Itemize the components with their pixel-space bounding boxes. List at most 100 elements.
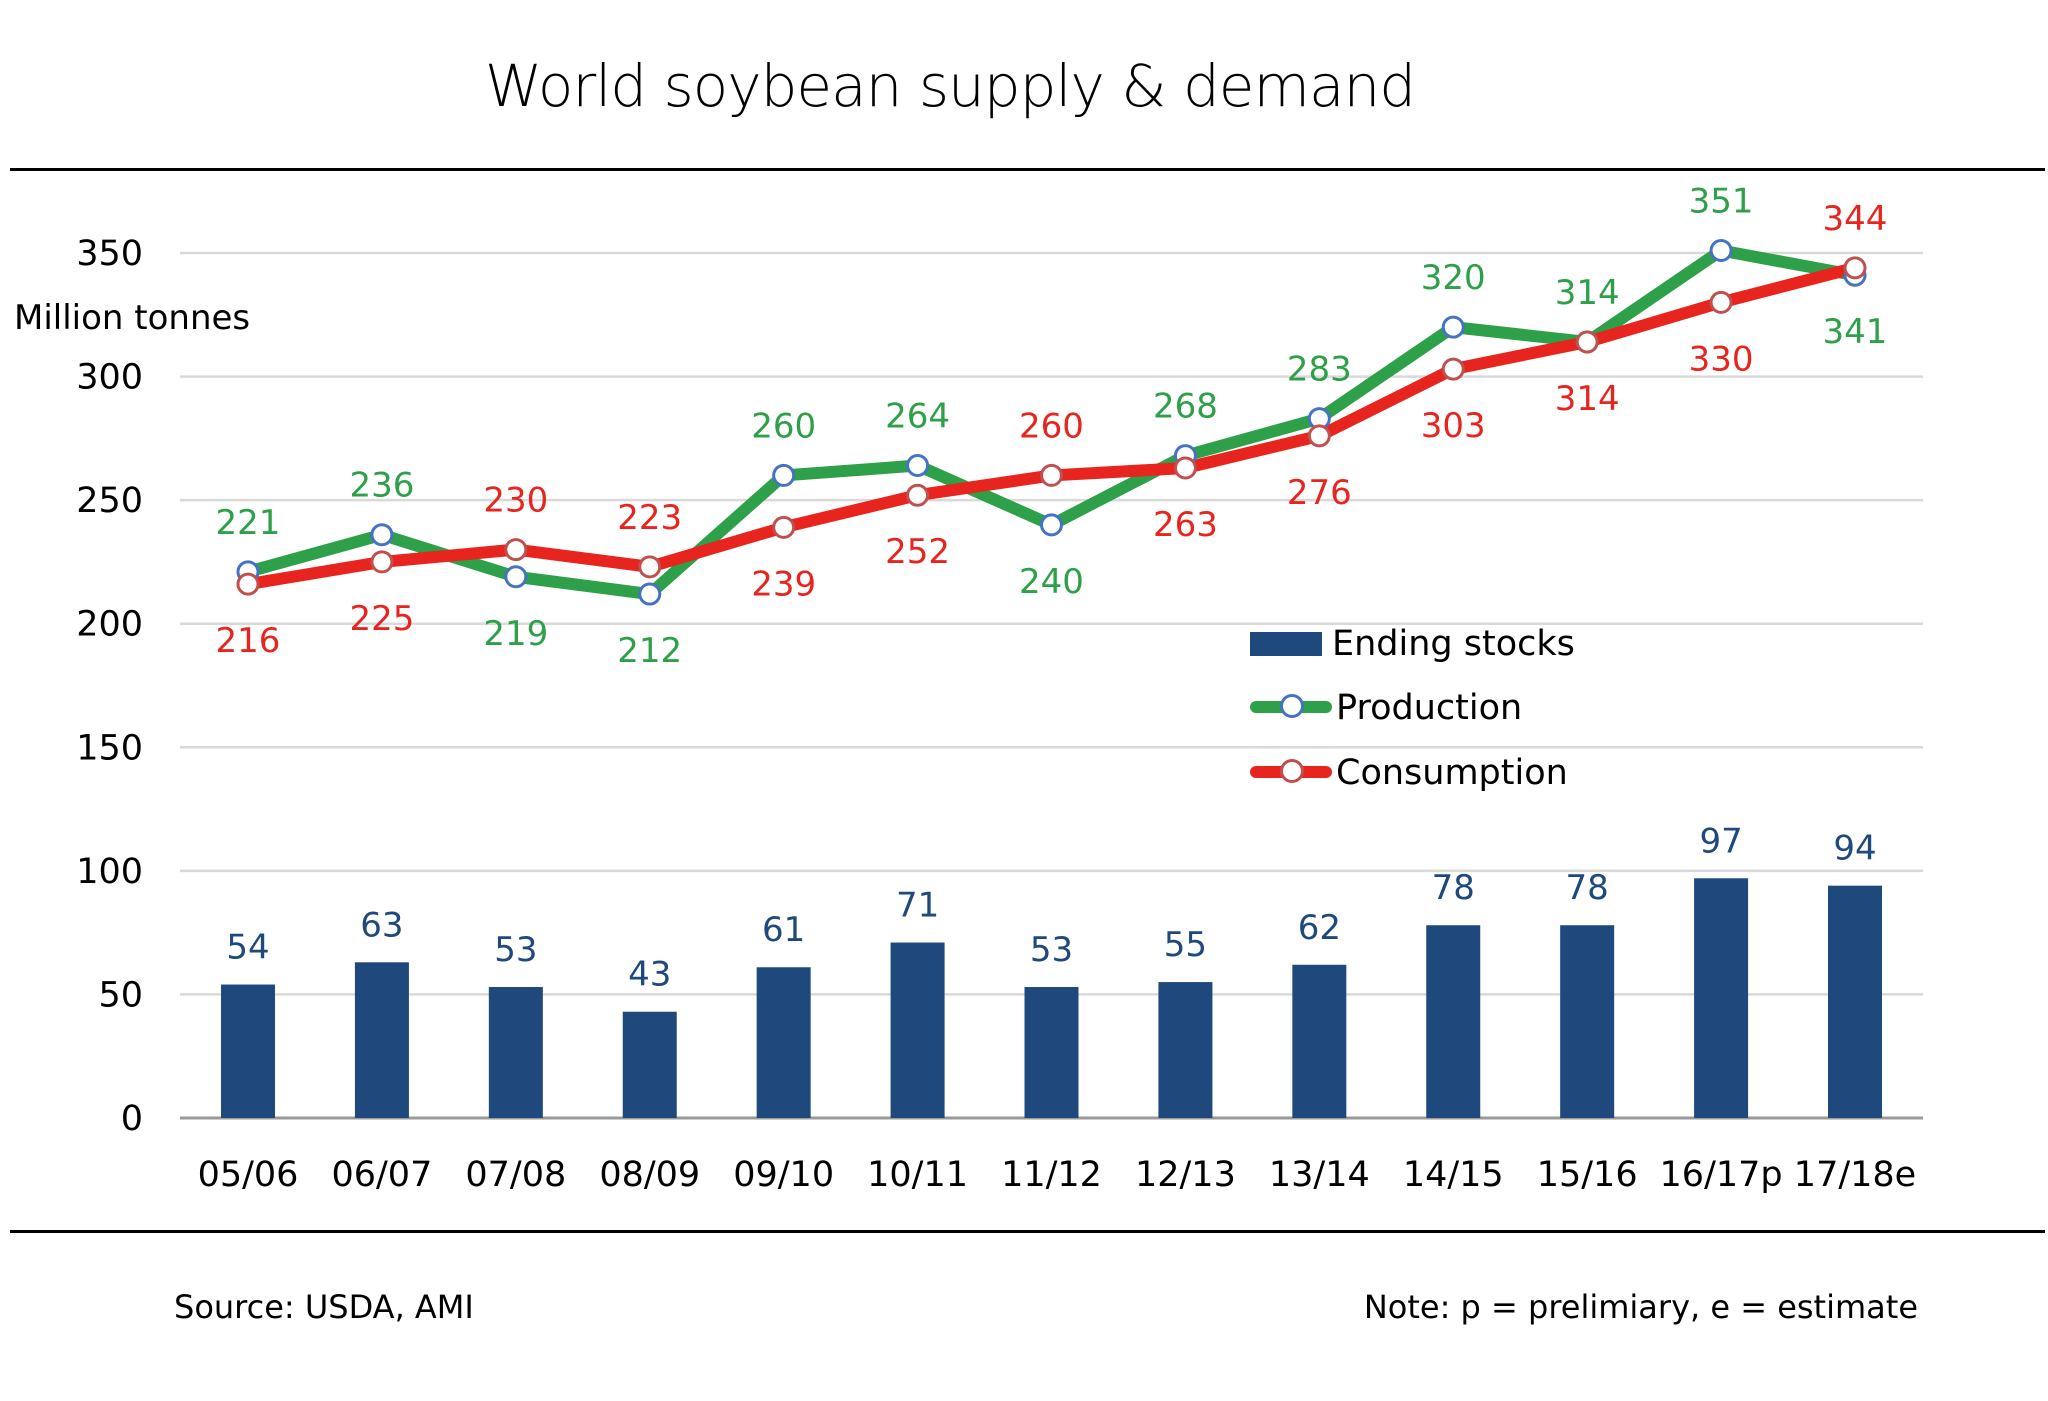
bar-value-label: 63 <box>360 905 403 945</box>
bar-value-label: 78 <box>1566 868 1609 908</box>
bottom-divider <box>10 1230 2045 1233</box>
legend-label: Production <box>1336 688 1523 728</box>
line-value-label: 239 <box>751 564 816 604</box>
source-note: Source: USDA, AMI <box>174 1288 474 1326</box>
legend-item-production: Production <box>1250 688 1522 728</box>
line-value-label: 320 <box>1421 258 1486 298</box>
line-value-label: 260 <box>1019 406 1084 446</box>
y-tick-label: 300 <box>76 358 143 398</box>
x-tick-label: 12/13 <box>1135 1155 1236 1195</box>
marker-production <box>906 454 930 478</box>
bar-value-label: 53 <box>1030 930 1073 970</box>
line-value-label: 212 <box>617 631 682 671</box>
legend-item-consumption: Consumption <box>1250 753 1568 793</box>
legend-bar-swatch <box>1250 632 1322 656</box>
y-tick-label: 250 <box>76 481 143 521</box>
line-value-label: 230 <box>483 481 548 521</box>
line-value-label: 219 <box>483 614 548 654</box>
line-value-label: 225 <box>349 599 414 639</box>
y-tick-label: 0 <box>121 1099 143 1139</box>
line-value-label: 303 <box>1421 406 1486 446</box>
marker-consumption <box>1307 424 1331 448</box>
x-tick-label: 10/11 <box>867 1155 968 1195</box>
bar-value-label: 78 <box>1432 868 1475 908</box>
legend-label: Consumption <box>1336 753 1568 793</box>
line-value-label: 263 <box>1153 505 1218 545</box>
bar-value-label: 43 <box>628 955 671 995</box>
bar <box>622 1011 677 1118</box>
legend-line-swatch <box>1250 759 1332 783</box>
marker-production <box>772 463 796 487</box>
marker-consumption <box>638 555 662 579</box>
legend-item-ending-stocks: Ending stocks <box>1250 624 1575 664</box>
bar <box>1158 982 1213 1118</box>
line-value-label: 240 <box>1019 562 1084 602</box>
x-tick-label: 15/16 <box>1537 1155 1638 1195</box>
marker-production <box>1040 513 1063 537</box>
line-value-label: 268 <box>1153 387 1218 427</box>
line-value-label: 351 <box>1689 182 1754 222</box>
marker-consumption <box>1843 256 1867 280</box>
line-value-label: 216 <box>216 621 281 661</box>
marker-consumption <box>1441 357 1465 381</box>
bar <box>1426 925 1481 1118</box>
line-value-label: 276 <box>1287 473 1352 513</box>
bar-value-label: 61 <box>762 910 805 950</box>
x-tick-label: 16/17p <box>1660 1155 1783 1195</box>
legend-line-swatch <box>1250 694 1332 718</box>
y-axis-ticks: 0 50 100 150 200 250 300 350 <box>76 234 143 1139</box>
y-tick-label: 50 <box>98 975 143 1015</box>
bar-value-label: 54 <box>226 928 269 968</box>
x-tick-label: 05/06 <box>198 1155 299 1195</box>
bar <box>1292 964 1347 1118</box>
line-value-label: 314 <box>1555 273 1620 313</box>
x-axis-ticks: 05/06 06/07 07/08 08/09 09/10 10/11 11/12 12/13… <box>198 1155 1917 1195</box>
x-tick-label: 14/15 <box>1403 1155 1504 1195</box>
x-tick-label: 08/09 <box>599 1155 700 1195</box>
y-tick-label: 100 <box>76 852 143 892</box>
marker-consumption <box>1173 456 1197 480</box>
marker-consumption <box>370 550 394 574</box>
line-data-labels: 221 236 219 212 260 264 240 268 283 320 314 351 341 2… <box>216 182 1888 672</box>
y-tick-label: 350 <box>76 234 143 274</box>
bar <box>1560 925 1615 1118</box>
chart-title: World soybean supply & demand <box>484 52 1416 120</box>
line-value-label: 260 <box>751 406 816 446</box>
marker-production <box>370 523 394 547</box>
bar-data-labels: 54 63 53 43 61 71 53 55 62 78 78 97 94 <box>226 821 1876 994</box>
marker-production <box>1709 239 1733 263</box>
line-value-label: 330 <box>1689 339 1754 379</box>
marker-consumption <box>1040 463 1063 487</box>
x-tick-label: 11/12 <box>1001 1155 1102 1195</box>
bar-value-label: 62 <box>1298 908 1341 948</box>
x-tick-label: 07/08 <box>465 1155 566 1195</box>
bar <box>890 942 945 1118</box>
legend-label: Ending stocks <box>1332 624 1575 664</box>
line-value-label: 341 <box>1823 312 1888 352</box>
footnote: Note: p = prelimiary, e = estimate <box>1363 1288 1918 1326</box>
marker-consumption <box>236 572 260 596</box>
marker-production <box>1441 315 1465 339</box>
y-axis-label: Million tonnes <box>14 298 251 338</box>
bar <box>1828 885 1882 1118</box>
y-tick-label: 150 <box>76 728 143 768</box>
x-tick-label: 13/14 <box>1269 1155 1370 1195</box>
marker-consumption <box>1575 330 1599 354</box>
line-value-label: 236 <box>349 466 414 506</box>
line-value-label: 314 <box>1555 379 1620 419</box>
bar <box>221 984 275 1118</box>
line-value-label: 223 <box>617 498 682 538</box>
x-tick-label: 06/07 <box>331 1155 432 1195</box>
marker-consumption <box>772 515 796 539</box>
bar <box>1024 987 1079 1118</box>
line-value-label: 252 <box>885 532 950 572</box>
bar <box>1694 878 1749 1118</box>
line-value-label: 264 <box>885 397 950 437</box>
y-tick-label: 200 <box>76 605 143 645</box>
line-value-label: 344 <box>1823 199 1888 239</box>
marker-production <box>638 582 662 606</box>
bar-value-label: 97 <box>1699 821 1742 861</box>
marker-consumption <box>906 483 930 507</box>
marker-consumption <box>1709 290 1733 314</box>
